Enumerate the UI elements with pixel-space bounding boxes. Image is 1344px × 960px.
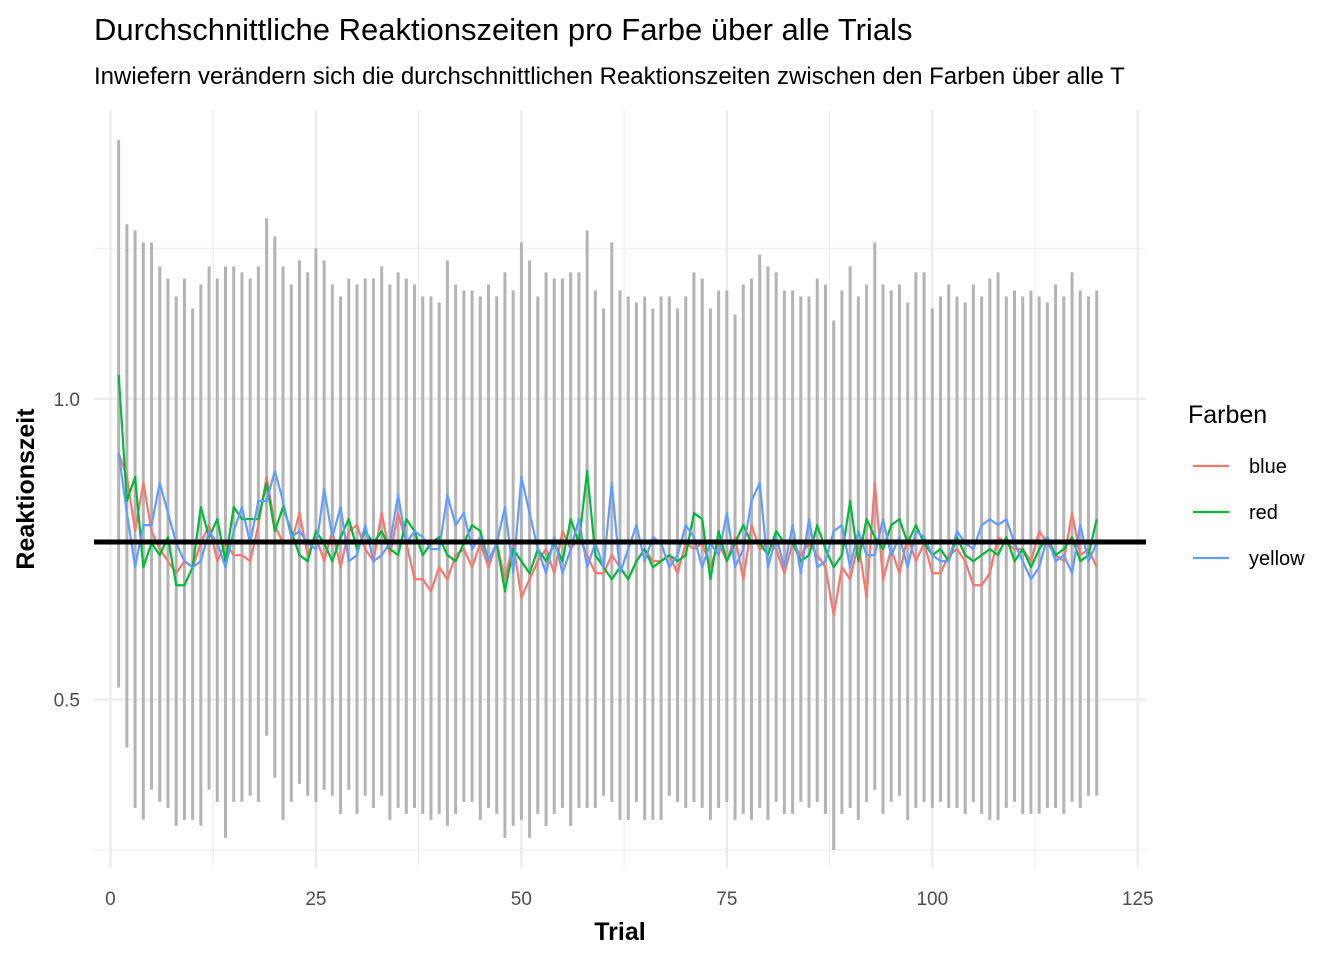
x-tick-label: 125: [1122, 889, 1154, 910]
series-line-red: [117, 374, 1098, 593]
legend: Farben blue red yellow: [1188, 401, 1305, 570]
x-tick-label: 0: [105, 889, 116, 910]
x-tick-label: 25: [305, 889, 326, 910]
y-axis-title: Reaktionszeit: [12, 408, 40, 570]
legend-label-yellow: yellow: [1249, 548, 1305, 570]
series-line-yellow: [117, 452, 1098, 581]
chart-title: Durchschnittliche Reaktionszeiten pro Fa…: [94, 12, 912, 47]
x-tick-label: 100: [916, 889, 948, 910]
legend-label-red: red: [1249, 502, 1278, 524]
tick-labels: 0 25 50 75 100 125 0.5 1.0: [54, 390, 1154, 910]
x-tick-label: 50: [511, 889, 532, 910]
legend-title: Farben: [1188, 401, 1267, 429]
y-tick-label: 0.5: [54, 691, 80, 712]
chart-subtitle: Inwiefern verändern sich die durchschnit…: [94, 63, 1125, 90]
range-bars: [117, 140, 1099, 850]
x-axis-title: Trial: [594, 918, 645, 946]
y-tick-label: 1.0: [54, 390, 80, 411]
legend-label-blue: blue: [1249, 456, 1287, 478]
x-tick-label: 75: [716, 889, 737, 910]
